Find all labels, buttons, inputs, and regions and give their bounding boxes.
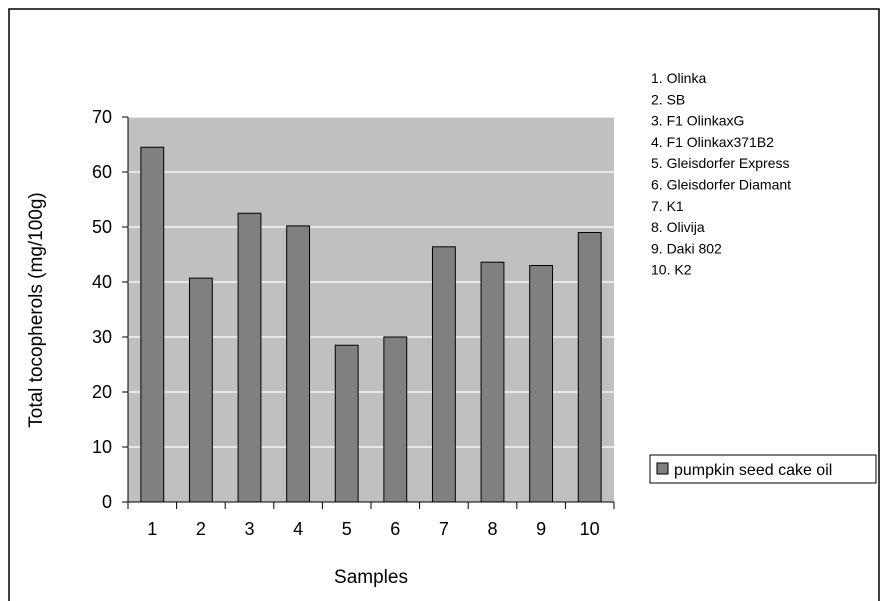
y-axis-title: Total tocopherols (mg/100g) xyxy=(26,192,47,428)
x-tick-label: 4 xyxy=(293,519,303,539)
x-tick-label: 2 xyxy=(196,519,206,539)
y-tick-label: 20 xyxy=(92,382,112,402)
x-tick-label: 6 xyxy=(390,519,400,539)
x-tick-label: 9 xyxy=(536,519,546,539)
bar xyxy=(140,146,165,503)
sample-key-item: 8. Olivija xyxy=(651,219,705,235)
sample-key-item: 6. Gleisdorfer Diamant xyxy=(651,177,791,193)
bar xyxy=(431,246,456,503)
bar xyxy=(577,232,602,503)
y-tick-label: 10 xyxy=(92,437,112,457)
y-tick-label: 0 xyxy=(102,492,112,512)
x-tick-label: 10 xyxy=(580,519,600,539)
bar xyxy=(188,277,213,503)
legend-box xyxy=(649,454,877,484)
y-tick-label: 40 xyxy=(92,272,112,292)
y-tick-labels: 0 10 20 30 40 50 60 70 xyxy=(92,107,112,512)
y-tick-label: 60 xyxy=(92,162,112,182)
x-axis-title: Samples xyxy=(334,567,408,588)
sample-key-item: 4. F1 Olinkax371B2 xyxy=(651,134,774,150)
y-tick-label: 30 xyxy=(92,327,112,347)
bar xyxy=(334,344,359,503)
y-tick-label: 70 xyxy=(92,107,112,127)
sample-key-item: 9. Daki 802 xyxy=(651,240,722,256)
legend-swatch xyxy=(656,462,669,475)
axes xyxy=(122,116,615,509)
sample-key-item: 7. K1 xyxy=(651,198,684,214)
x-tick-label: 7 xyxy=(439,519,449,539)
legend: pumpkin seed cake oil xyxy=(649,454,877,484)
x-tick-label: 5 xyxy=(342,519,352,539)
sample-key-item: 10. K2 xyxy=(651,262,692,278)
x-tick-label: 3 xyxy=(244,519,254,539)
sample-key-item: 5. Gleisdorfer Express xyxy=(651,155,790,171)
sample-key-item: 1. Olinka xyxy=(651,70,706,86)
bar xyxy=(480,261,505,503)
bar xyxy=(529,265,554,503)
x-tick-labels: 1 2 3 4 5 6 7 8 9 10 xyxy=(147,519,599,539)
y-tick-label: 50 xyxy=(92,217,112,237)
sample-key-item: 3. F1 OlinkaxG xyxy=(651,113,744,129)
sample-key-item: 2. SB xyxy=(651,91,685,107)
legend-label: pumpkin seed cake oil xyxy=(674,462,832,479)
bar xyxy=(286,225,311,503)
x-tick-label: 1 xyxy=(147,519,157,539)
x-tick-label: 8 xyxy=(487,519,497,539)
bar xyxy=(237,212,262,503)
bar xyxy=(383,336,408,503)
sample-key: 1. Olinka 2. SB 3. F1 OlinkaxG 4. F1 Olinka… xyxy=(651,70,791,278)
